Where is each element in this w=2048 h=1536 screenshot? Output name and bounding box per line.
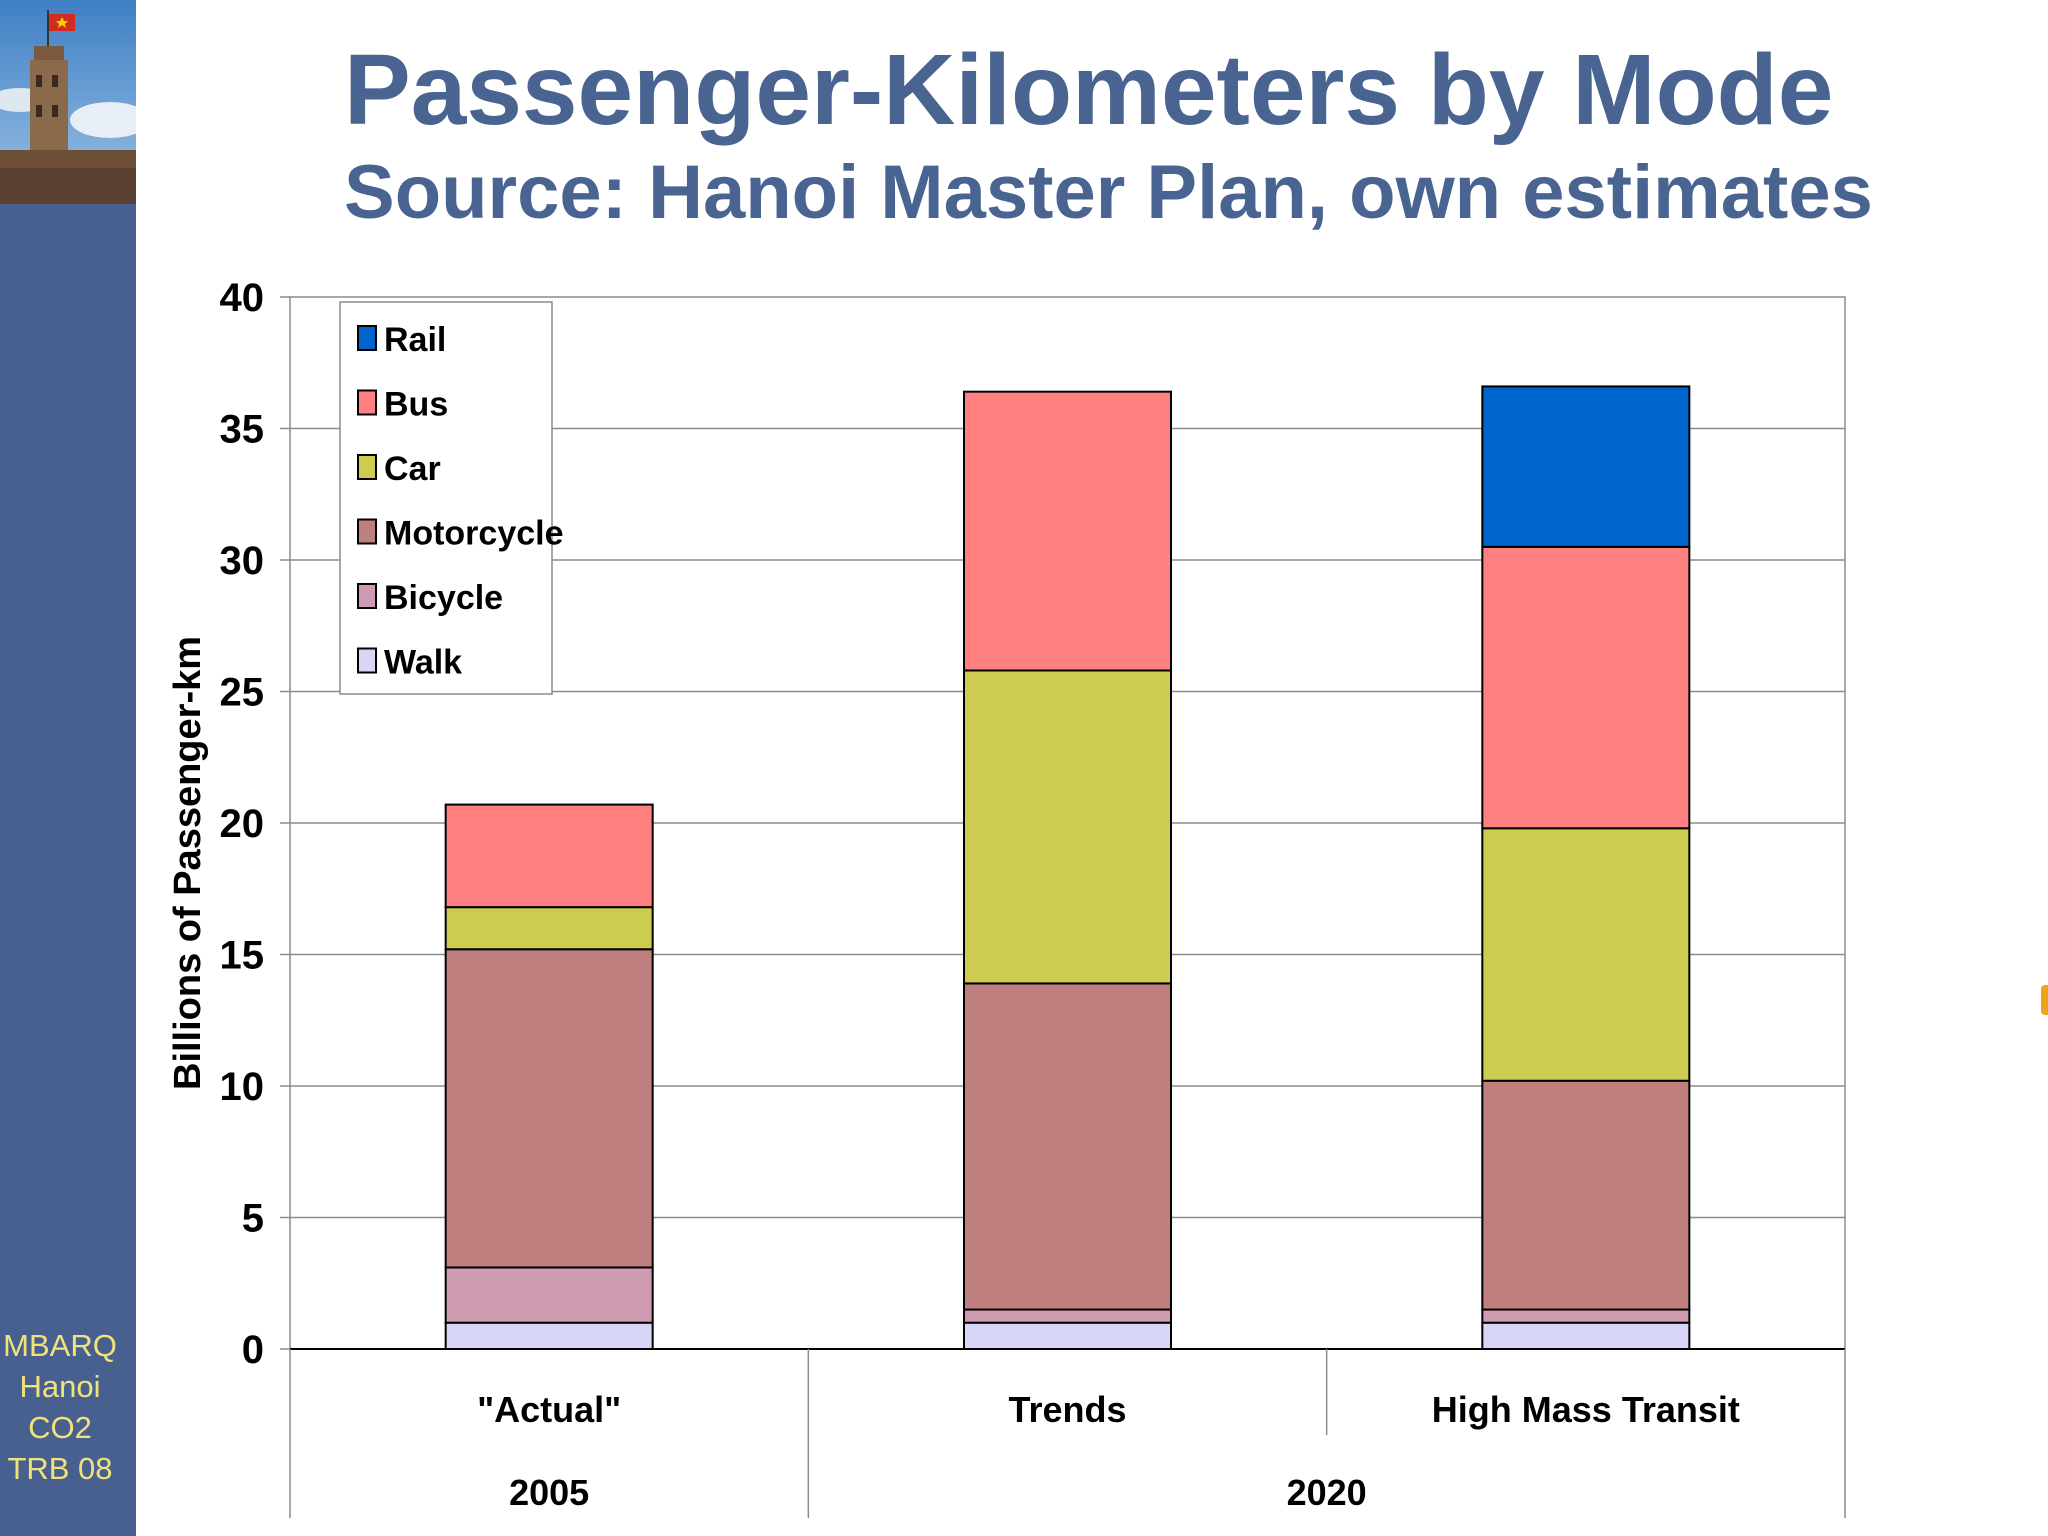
bar-bus bbox=[444, 803, 654, 909]
legend-swatch-bicycle bbox=[357, 583, 377, 609]
bar-bus bbox=[1481, 545, 1691, 830]
y-tick-label: 10 bbox=[220, 1065, 265, 1109]
y-tick-label: 15 bbox=[220, 934, 265, 978]
legend-swatch-rail bbox=[357, 325, 377, 351]
bar-motorcycle bbox=[1481, 1079, 1691, 1311]
y-tick-label: 35 bbox=[220, 408, 265, 452]
edge-mark bbox=[2041, 985, 2048, 1015]
legend-label-motorcycle: Motorcycle bbox=[384, 515, 564, 553]
bar-car bbox=[1481, 827, 1691, 1082]
bar-motorcycle bbox=[963, 982, 1172, 1311]
legend-label-bus: Bus bbox=[384, 386, 448, 424]
y-tick-label: 0 bbox=[242, 1328, 264, 1372]
bar-car bbox=[963, 669, 1172, 985]
legend-swatch-motorcycle bbox=[357, 518, 377, 545]
legend-swatch-walk bbox=[357, 647, 377, 674]
y-tick-label: 40 bbox=[220, 276, 265, 320]
legend-label-rail: Rail bbox=[384, 321, 446, 359]
y-tick-label: 30 bbox=[220, 539, 265, 583]
flag-tower-image bbox=[0, 0, 136, 204]
legend-swatch-car bbox=[357, 454, 377, 480]
bar-rail bbox=[1481, 385, 1691, 548]
y-tick-label: 25 bbox=[220, 671, 265, 715]
bar-bus bbox=[963, 390, 1172, 672]
legend-swatch-bus bbox=[357, 389, 377, 416]
bar-walk bbox=[1481, 1321, 1691, 1350]
x-category-label: "Actual" bbox=[477, 1389, 621, 1430]
x-group-label: 2005 bbox=[509, 1472, 589, 1513]
y-tick-label: 20 bbox=[220, 802, 265, 846]
bar-bicycle bbox=[444, 1266, 654, 1324]
slide-title: Passenger-Kilometers by Mode bbox=[344, 34, 1834, 146]
y-axis-label: Billions of Passenger-km bbox=[167, 636, 209, 1090]
x-group-label: 2020 bbox=[1287, 1472, 1367, 1513]
bar-walk bbox=[963, 1321, 1172, 1350]
bar-walk bbox=[444, 1321, 654, 1350]
sidebar-label-line: CO2 bbox=[28, 1410, 92, 1445]
x-category-label: High Mass Transit bbox=[1432, 1389, 1740, 1430]
x-category-label: Trends bbox=[1008, 1389, 1126, 1430]
sidebar-label: MBARQ Hanoi CO2 TRB 08 bbox=[0, 1325, 130, 1489]
bar-car bbox=[444, 906, 654, 951]
legend-label-walk: Walk bbox=[384, 644, 462, 682]
sidebar: MBARQ Hanoi CO2 TRB 08 bbox=[0, 0, 136, 1536]
sidebar-label-line: MBARQ bbox=[3, 1328, 117, 1363]
y-tick-label: 5 bbox=[242, 1197, 264, 1241]
legend bbox=[339, 301, 553, 695]
sidebar-label-line: TRB 08 bbox=[7, 1451, 113, 1486]
legend-label-car: Car bbox=[384, 450, 441, 488]
bar-motorcycle bbox=[444, 948, 654, 1269]
bar-bicycle bbox=[963, 1308, 1172, 1324]
slide-subtitle: Source: Hanoi Master Plan, own estimates bbox=[344, 150, 1873, 235]
sidebar-label-line: Hanoi bbox=[19, 1369, 101, 1404]
legend-label-bicycle: Bicycle bbox=[384, 579, 503, 617]
bar-bicycle bbox=[1481, 1308, 1691, 1324]
